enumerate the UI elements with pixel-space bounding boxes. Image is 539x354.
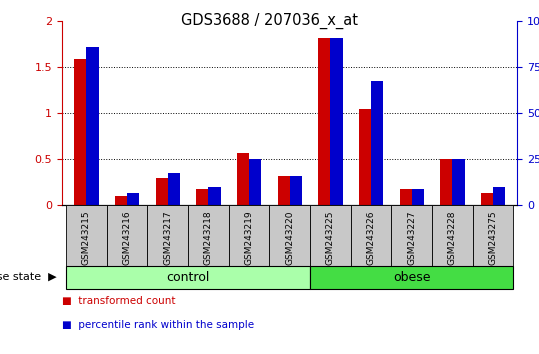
Bar: [351, 205, 391, 266]
Bar: [147, 205, 188, 266]
Bar: [196, 189, 209, 205]
Text: GSM243219: GSM243219: [245, 210, 253, 265]
Text: control: control: [167, 270, 210, 284]
Text: GSM243228: GSM243228: [448, 210, 457, 265]
Bar: [249, 159, 261, 205]
Bar: [289, 176, 302, 205]
Bar: [432, 205, 473, 266]
Text: GSM243217: GSM243217: [163, 210, 172, 265]
Bar: [237, 153, 249, 205]
Bar: [66, 266, 310, 289]
Bar: [412, 189, 424, 205]
Bar: [188, 205, 229, 266]
Text: GDS3688 / 207036_x_at: GDS3688 / 207036_x_at: [181, 12, 358, 29]
Bar: [278, 176, 289, 205]
Bar: [156, 178, 168, 205]
Text: GSM243220: GSM243220: [285, 210, 294, 265]
Bar: [481, 193, 493, 205]
Bar: [229, 205, 270, 266]
Text: GSM243216: GSM243216: [122, 210, 132, 265]
Bar: [115, 196, 127, 205]
Bar: [359, 109, 371, 205]
Text: GSM243225: GSM243225: [326, 210, 335, 265]
Text: obese: obese: [393, 270, 431, 284]
Bar: [371, 81, 383, 205]
Bar: [270, 205, 310, 266]
Bar: [493, 187, 505, 205]
Bar: [168, 173, 180, 205]
Text: GSM243227: GSM243227: [407, 210, 416, 265]
Bar: [452, 159, 465, 205]
Text: disease state  ▶: disease state ▶: [0, 272, 57, 282]
Text: GSM243275: GSM243275: [488, 210, 497, 265]
Text: GSM243218: GSM243218: [204, 210, 213, 265]
Bar: [473, 205, 513, 266]
Bar: [86, 47, 99, 205]
Text: GSM243226: GSM243226: [367, 210, 376, 265]
Text: ■  transformed count: ■ transformed count: [62, 296, 176, 306]
Bar: [391, 205, 432, 266]
Text: ■  percentile rank within the sample: ■ percentile rank within the sample: [62, 320, 254, 330]
Bar: [74, 59, 86, 205]
Bar: [310, 205, 351, 266]
Bar: [399, 189, 412, 205]
Bar: [209, 187, 220, 205]
Text: GSM243215: GSM243215: [82, 210, 91, 265]
Bar: [107, 205, 147, 266]
Bar: [310, 266, 513, 289]
Bar: [440, 159, 452, 205]
Bar: [318, 38, 330, 205]
Bar: [66, 205, 107, 266]
Bar: [127, 193, 139, 205]
Bar: [330, 38, 343, 205]
